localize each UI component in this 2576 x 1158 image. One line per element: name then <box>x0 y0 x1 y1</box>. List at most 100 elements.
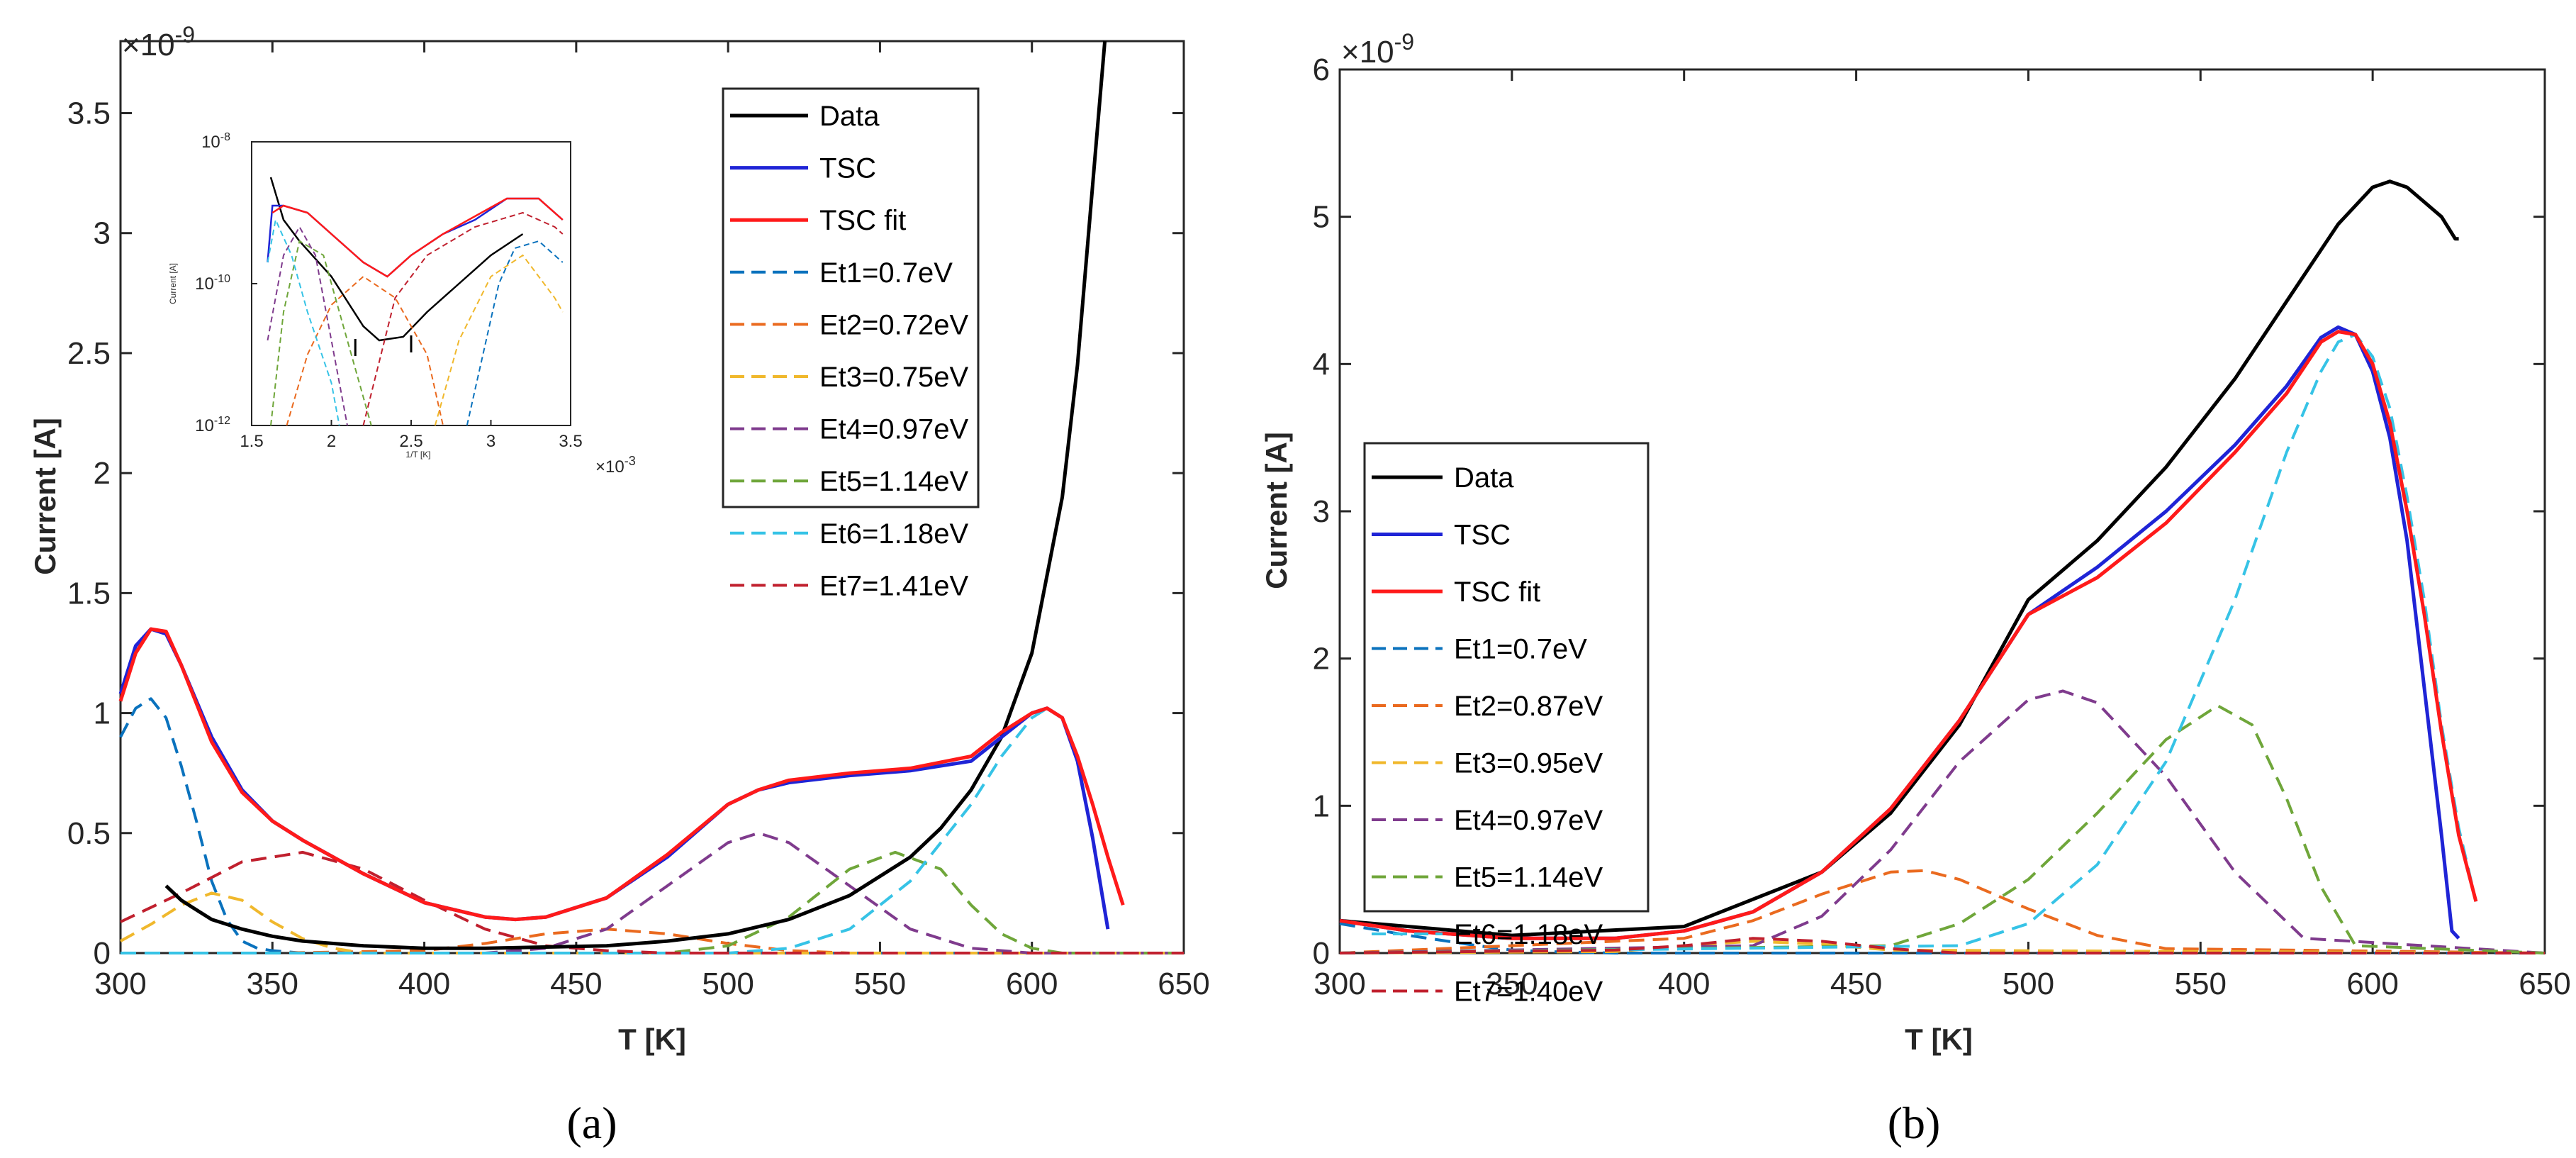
inset-curve <box>269 177 524 342</box>
inset-curve <box>267 225 348 426</box>
legend-label: Et4=0.97eV <box>819 414 968 445</box>
series-et5-1-14ev <box>121 850 1184 954</box>
x-tick-label: 500 <box>2003 967 2054 1001</box>
inset-x-exponent: ×10-3 <box>595 454 636 477</box>
series-b <box>1339 179 2546 954</box>
x-ticks-b: 300 350 400 450 500 550 600 650 <box>1314 69 2571 1001</box>
inset-curve <box>270 240 372 426</box>
inset-y-label: Current [A] <box>168 263 178 304</box>
y-tick-label: 3.5 <box>67 96 111 131</box>
inset-curve <box>271 197 564 278</box>
series-et7-1-40ev <box>1339 937 2545 954</box>
legend-label: Et3=0.75eV <box>819 362 968 393</box>
y-tick-label: 6 <box>1313 52 1330 87</box>
legend-label: Et7=1.40eV <box>1454 976 1603 1008</box>
y-tick-label: 0.5 <box>67 816 111 851</box>
y-tick-label: 0 <box>1313 936 1330 971</box>
inset-x-tick-label: 1.5 <box>240 432 263 451</box>
legend-label: Et1=0.7eV <box>819 257 953 289</box>
legend-label: Et7=1.41eV <box>819 570 968 601</box>
inset-x-tick-label: 2 <box>327 432 336 451</box>
inset-x-label: 1/T [K] <box>405 450 430 460</box>
series-et2-0-87ev <box>1339 869 2546 954</box>
legend-label: Data <box>1454 462 1514 494</box>
legend-label: Et6=1.18eV <box>819 518 968 550</box>
legend-label: Et5=1.14eV <box>819 466 968 497</box>
legend-label: TSC <box>1454 520 1511 551</box>
y-tick-label: 1 <box>1313 789 1330 823</box>
inset-curve <box>362 211 564 426</box>
legend-label: Et4=0.97eV <box>1454 805 1603 836</box>
x-tick-label: 650 <box>2519 967 2570 1001</box>
legend-label: Data <box>819 101 880 132</box>
y-tick-label: 2 <box>1313 642 1330 677</box>
x-tick-label: 300 <box>94 967 146 1001</box>
inset-x-tick-label: 3 <box>486 432 495 451</box>
y-ticks-b: 0 1 2 3 4 5 6 <box>1313 52 2545 971</box>
series-et3-0-95ev <box>1339 940 2546 954</box>
series-et4-0-97ev <box>1339 689 2546 954</box>
panel-b: 0 1 2 3 4 5 6 300 350 400 450 500 550 600 650 ×10-9 C… <box>1260 29 2571 1148</box>
panel-a: 0 0.5 1 1.5 2 2.5 3 3.5 300 350 400 450 500 550 600 65… <box>28 22 1210 1148</box>
series-tsc-fit <box>118 627 1125 922</box>
x-tick-label: 600 <box>1006 967 1058 1001</box>
legend-label: Et6=1.18eV <box>1454 919 1603 950</box>
legend-b: Data TSC TSC fit Et1=0.7eV Et2=0.87eV Et3=0.9… <box>1363 442 1650 1008</box>
x-tick-label: 450 <box>550 967 602 1001</box>
series-et6-1-18ev <box>121 706 1125 954</box>
series-et7-1-41ev <box>120 850 1184 954</box>
inset-frame <box>251 141 571 426</box>
legend-label: Et3=0.95eV <box>1454 748 1603 779</box>
inset-curves <box>267 177 564 426</box>
x-tick-label: 350 <box>1486 967 1538 1001</box>
inset-x-tick-label: 2.5 <box>399 432 422 451</box>
y-ticks-a: 0 0.5 1 1.5 2 2.5 3 3.5 <box>67 96 1184 971</box>
x-tick-label: 400 <box>1658 967 1710 1001</box>
exponent-b: ×10-9 <box>1341 29 1414 69</box>
inset-ticks: 1.5 2 2.5 3 3.5 10-8 10-10 10-12 <box>195 131 583 451</box>
inset-y-tick-label: 10-10 <box>195 273 230 294</box>
inset-curve <box>267 217 340 426</box>
series-data <box>164 40 1107 950</box>
legend-box-b <box>1363 442 1650 913</box>
inset-y-tick-label: 10-12 <box>195 415 230 435</box>
y-tick-label: 3 <box>1313 494 1330 529</box>
inset-curve <box>466 240 564 426</box>
legend-label: TSC <box>819 153 876 184</box>
y-tick-label: 4 <box>1313 347 1330 382</box>
x-axis-label-a: T [K] <box>618 1023 686 1056</box>
x-tick-label: 600 <box>2346 967 2398 1001</box>
x-tick-label: 550 <box>2175 967 2227 1001</box>
caption-a: (a) <box>566 1098 617 1148</box>
y-tick-label: 1.5 <box>67 576 111 611</box>
x-tick-label: 450 <box>1830 967 1882 1001</box>
x-axis-label-b: T [K] <box>1905 1023 1973 1056</box>
legend-label: Et2=0.72eV <box>819 309 968 340</box>
legend-label: TSC fit <box>1454 577 1540 608</box>
series-et6-1-18ev <box>1339 333 2477 954</box>
legend-label: Et5=1.14eV <box>1454 862 1603 893</box>
y-tick-label: 5 <box>1313 200 1330 235</box>
y-tick-label: 1 <box>94 696 111 731</box>
legend-box-a <box>722 87 980 508</box>
series-tsc-fit <box>1339 330 2478 940</box>
series-a <box>118 40 1184 954</box>
y-tick-label: 2.5 <box>67 336 111 371</box>
inset-plot: 1.5 2 2.5 3 3.5 10-8 10-10 10-12 1/T [K] Curren… <box>168 131 636 477</box>
x-ticks-a: 300 350 400 450 500 550 600 650 <box>94 41 1210 1001</box>
series-et3-0-75ev <box>120 891 1184 954</box>
y-tick-label: 3 <box>94 216 111 251</box>
y-axis-label-a: Current [A] <box>28 418 62 575</box>
legend-label: Et1=0.7eV <box>1454 634 1587 665</box>
inset-curve <box>434 254 564 426</box>
exponent-a: ×10-9 <box>122 22 195 62</box>
legend-label: TSC fit <box>819 205 906 236</box>
x-tick-label: 550 <box>854 967 906 1001</box>
x-tick-label: 350 <box>247 967 298 1001</box>
x-tick-label: 400 <box>398 967 450 1001</box>
y-tick-label: 2 <box>94 456 111 491</box>
x-tick-label: 650 <box>1158 967 1209 1001</box>
inset-y-tick-label: 10-8 <box>201 131 230 152</box>
legend-a: Data TSC TSC fit Et1=0.7eV Et2=0.72eV Et3=0.7… <box>722 87 980 601</box>
